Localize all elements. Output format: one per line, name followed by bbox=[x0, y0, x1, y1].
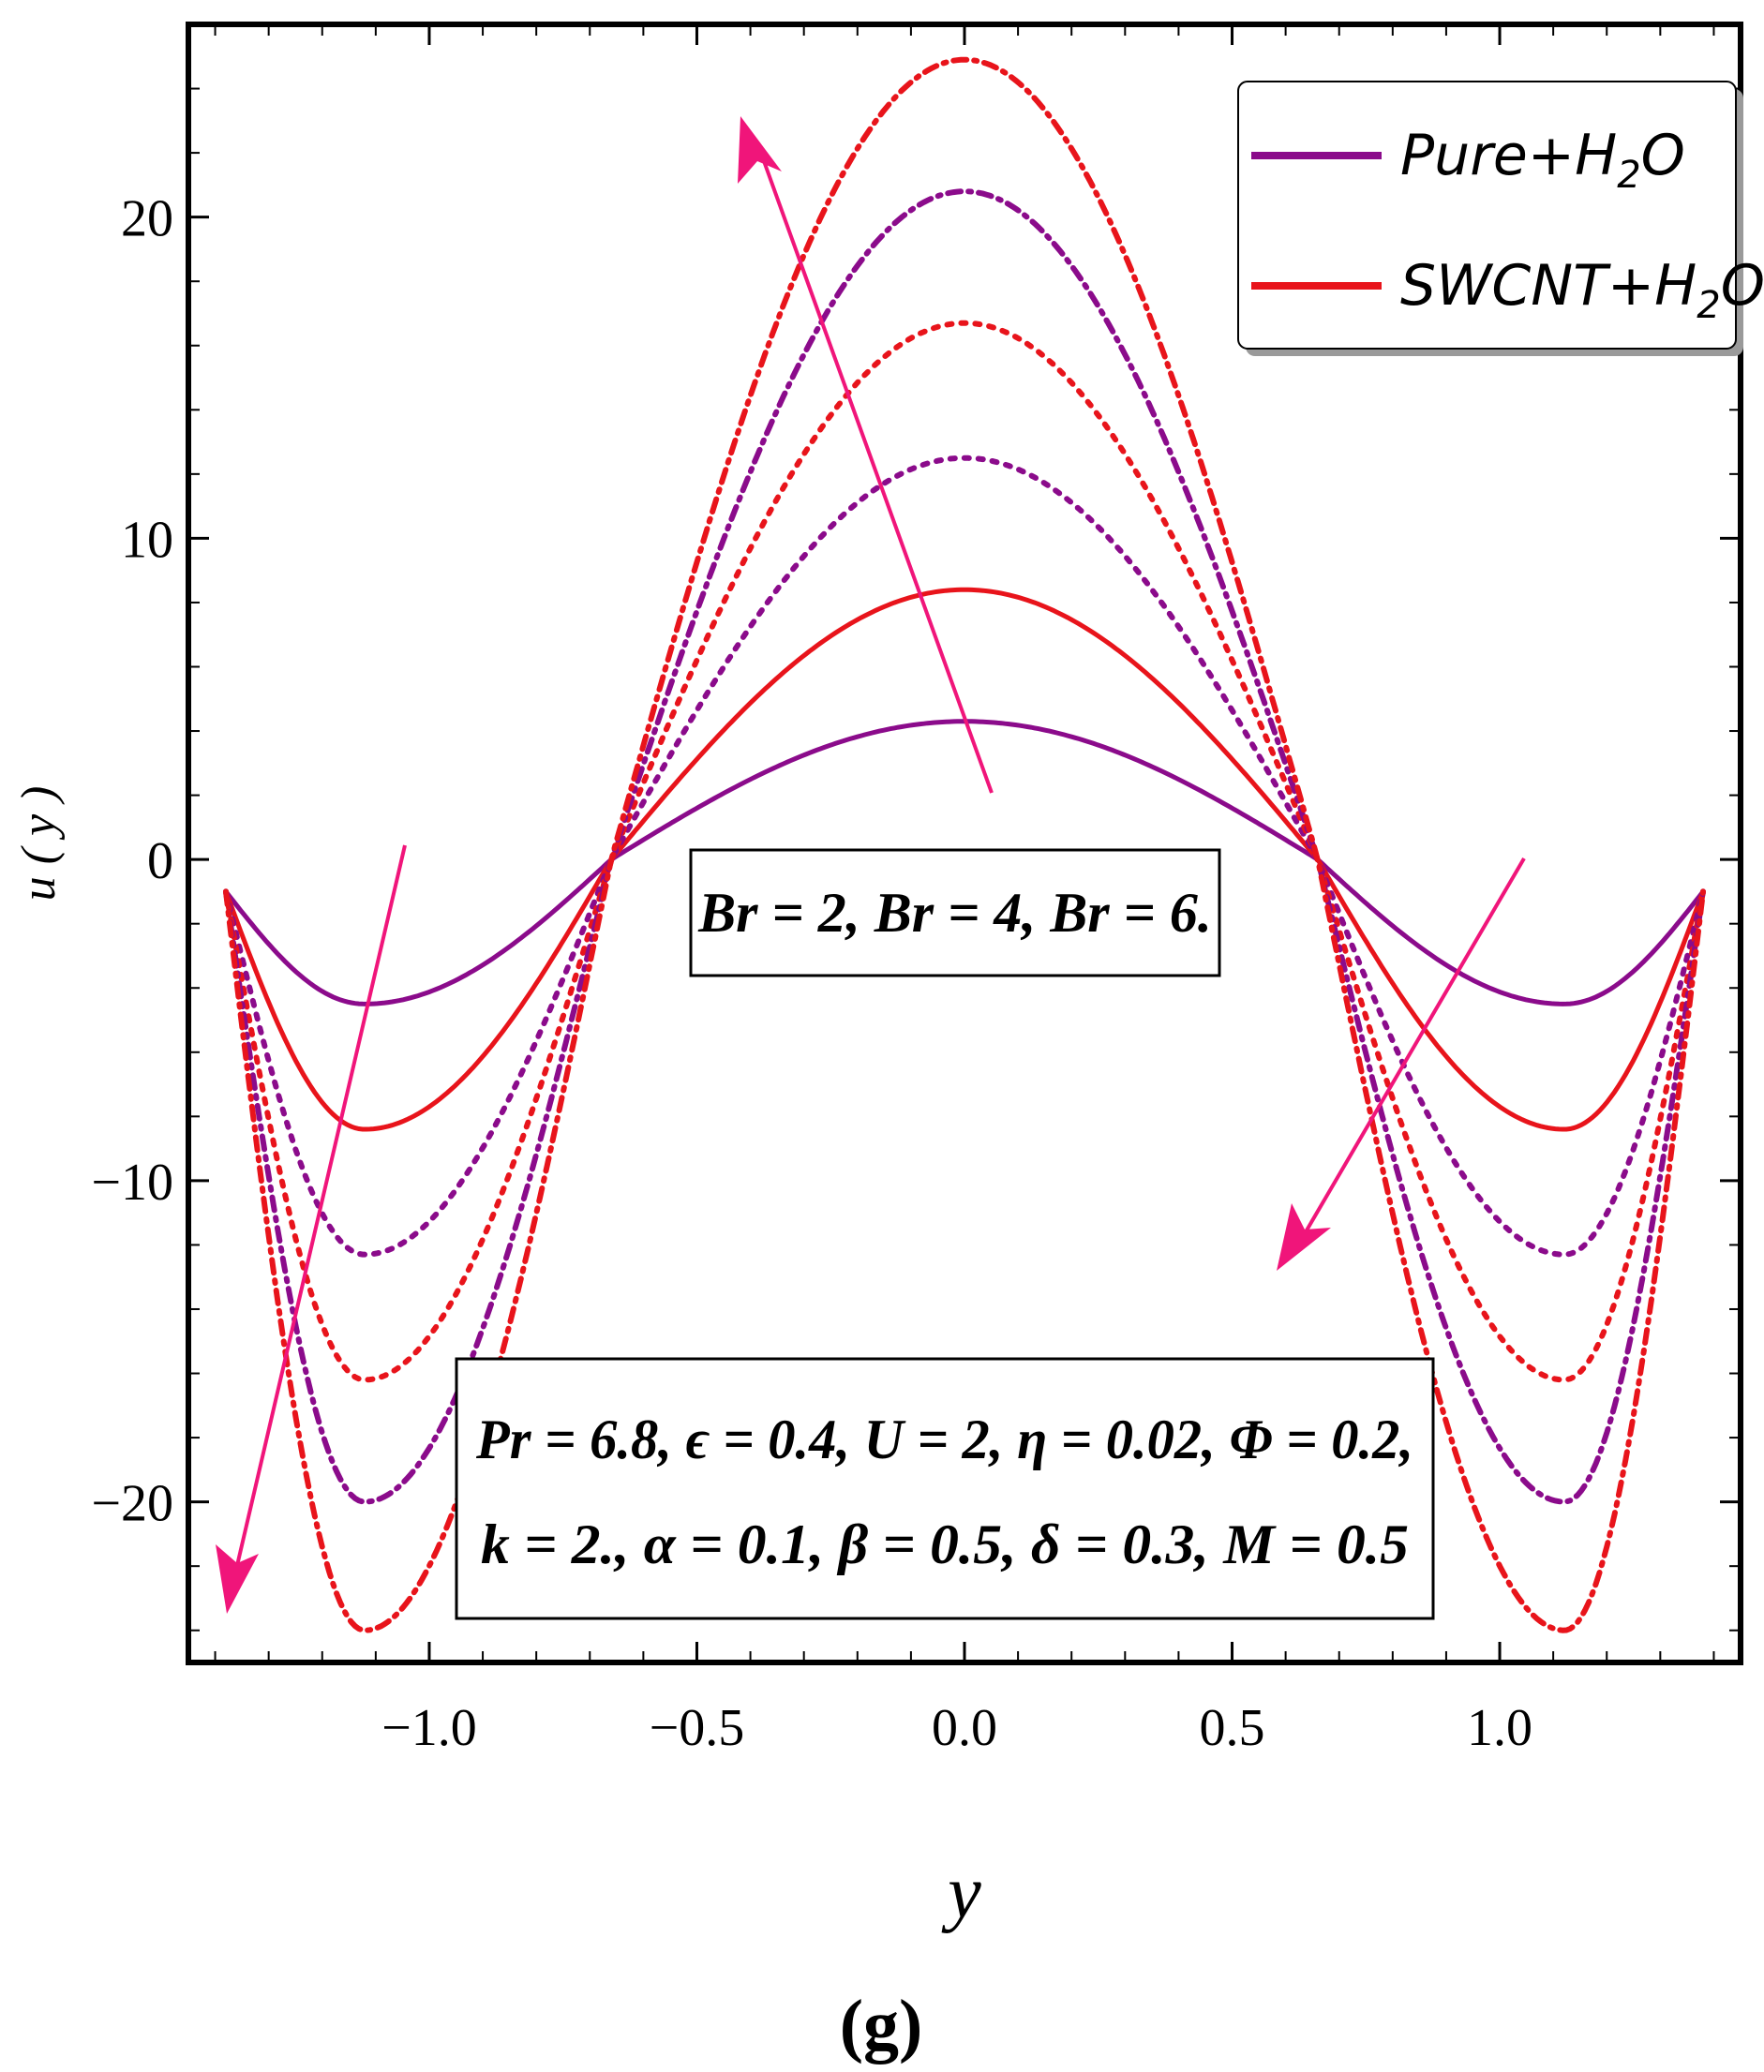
legend-label-pure-h2o-end: O bbox=[1641, 123, 1685, 188]
series-line bbox=[223, 188, 1706, 1505]
y-tick-label: −20 bbox=[91, 1475, 173, 1533]
x-tick-label: 1.0 bbox=[1467, 1699, 1532, 1757]
series-line bbox=[223, 320, 1706, 1383]
arrow-left-head bbox=[216, 1544, 259, 1614]
x-tick-label: 0.5 bbox=[1200, 1699, 1265, 1757]
legend: Pure+H2O SWCNT+H2O bbox=[1237, 81, 1764, 356]
params-annotation: Pr = 6.8, ϵ = 0.4, U = 2, η = 0.02, Φ = … bbox=[455, 1357, 1435, 1620]
arrow-left-shaft bbox=[231, 844, 407, 1587]
legend-label-pure-h2o-main: Pure+H bbox=[1400, 123, 1617, 188]
y-tick-label: 20 bbox=[121, 190, 173, 248]
legend-label-swcnt-h2o-main: SWCNT+H bbox=[1400, 253, 1697, 319]
params-line-1: Pr = 6.8, ϵ = 0.4, U = 2, η = 0.02, Φ = … bbox=[475, 1409, 1413, 1470]
x-tick-label: −0.5 bbox=[650, 1699, 745, 1757]
arrow-center-head bbox=[738, 116, 782, 184]
legend-label-swcnt-h2o: SWCNT+H2O bbox=[1400, 253, 1764, 327]
panel-label: (g) bbox=[840, 1986, 923, 2065]
arrow-right-head bbox=[1277, 1203, 1331, 1271]
legend-label-pure-h2o: Pure+H2O bbox=[1400, 123, 1685, 197]
x-tick-label: −1.0 bbox=[381, 1699, 477, 1757]
arrow-right-shaft bbox=[1295, 857, 1526, 1248]
br-annotation: Br = 2, Br = 4, Br = 6. bbox=[689, 848, 1221, 977]
y-tick-label: 0 bbox=[147, 832, 173, 890]
x-axis-label: y bbox=[941, 1852, 981, 1934]
trend-arrows bbox=[216, 116, 1526, 1614]
y-axis-label: u ( y ) bbox=[12, 786, 66, 902]
params-line-2: k = 2., α = 0.1, β = 0.5, δ = 0.3, M = 0… bbox=[481, 1513, 1409, 1575]
legend-label-swcnt-h2o-sub: 2 bbox=[1697, 284, 1720, 327]
legend-label-swcnt-h2o-end: O bbox=[1721, 253, 1764, 319]
br-annotation-text: Br = 2, Br = 4, Br = 6. bbox=[697, 882, 1212, 944]
arrow-center-shaft bbox=[757, 147, 994, 794]
x-tick-label: 0.0 bbox=[932, 1699, 997, 1757]
br-annotation-box bbox=[689, 848, 1221, 977]
params-annotation-box bbox=[455, 1357, 1435, 1620]
legend-label-pure-h2o-sub: 2 bbox=[1617, 154, 1640, 197]
series-line bbox=[223, 587, 1706, 1132]
legend-box bbox=[1237, 81, 1737, 350]
y-tick-label: −10 bbox=[91, 1154, 173, 1212]
y-tick-label: 10 bbox=[121, 511, 173, 569]
x-axis-ticks: −1.0 −0.5 0.0 0.5 1.0 bbox=[214, 24, 1715, 1757]
series-line bbox=[223, 455, 1706, 1258]
